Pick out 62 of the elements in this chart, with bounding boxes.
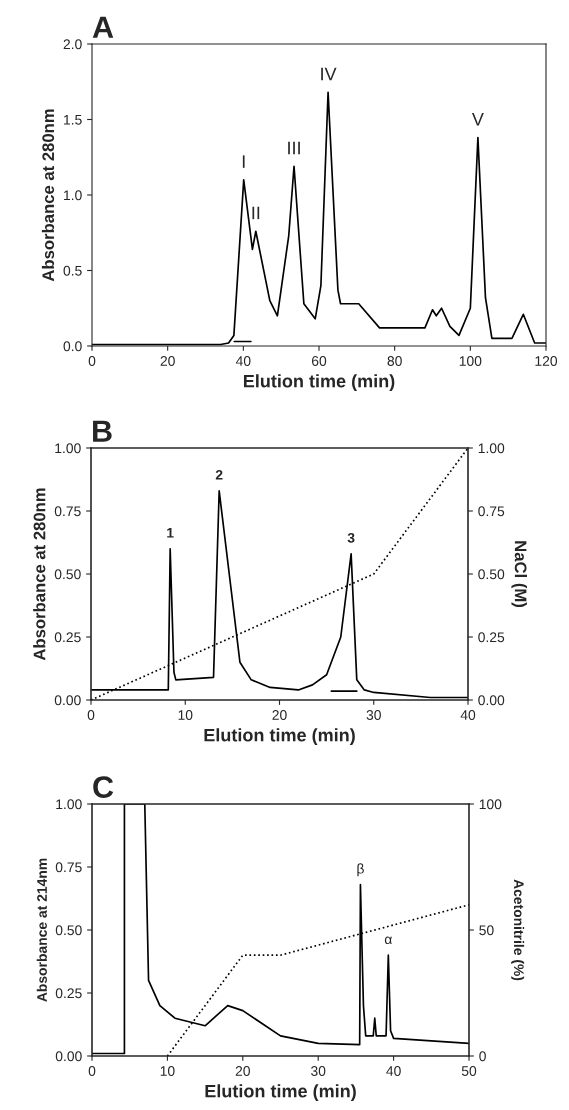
y-tick-label: 2.0 bbox=[63, 39, 82, 50]
y-tick-label: 0.00 bbox=[55, 1051, 82, 1062]
y-tick-label: 0.50 bbox=[54, 569, 81, 580]
y2-tick-label: 0.25 bbox=[478, 632, 505, 643]
y-tick-label: 1.00 bbox=[55, 443, 81, 454]
x-tick-label: 40 bbox=[235, 356, 251, 366]
annotation: IV bbox=[321, 67, 337, 81]
annotation: 3 bbox=[347, 532, 355, 543]
x-tick-label: 10 bbox=[178, 710, 193, 720]
y-tick-label: 0.5 bbox=[63, 265, 82, 276]
x-tick-label: 100 bbox=[459, 356, 482, 366]
y-tick-label: 0.00 bbox=[54, 695, 81, 706]
x-tick-label: 0 bbox=[88, 1066, 96, 1076]
y-axis-title: Absorbance at 280nm bbox=[33, 488, 46, 661]
x-tick-label: 80 bbox=[387, 356, 402, 366]
y-tick-label: 1.5 bbox=[64, 114, 82, 125]
y-axis-title: Absorbance at 214nm bbox=[36, 858, 47, 1002]
y2-tick-label: 0.00 bbox=[478, 695, 505, 706]
annotation: V bbox=[471, 113, 484, 126]
x-tick-label: 120 bbox=[535, 356, 558, 366]
y-tick-label: 0.0 bbox=[63, 341, 82, 352]
x-tick-label: 10 bbox=[160, 1066, 175, 1076]
x-tick-label: 20 bbox=[160, 356, 175, 366]
annotation: β bbox=[357, 863, 364, 877]
chart-title: B bbox=[93, 420, 112, 442]
x-tick-label: 30 bbox=[311, 1066, 326, 1076]
y2-axis-title: NaCl (M) bbox=[511, 541, 527, 607]
chart-title: C bbox=[93, 776, 114, 798]
x-tick-label: 40 bbox=[460, 710, 476, 720]
x-tick-label: 20 bbox=[235, 1066, 250, 1076]
y2-tick-label: 0.50 bbox=[478, 569, 505, 580]
x-axis-title: Elution time (min) bbox=[204, 728, 355, 746]
y2-tick-label: 0 bbox=[479, 1051, 486, 1062]
annotation: 1 bbox=[167, 528, 174, 538]
x-axis-title: Elution time (min) bbox=[243, 374, 395, 392]
chart-title: A bbox=[92, 16, 114, 38]
y-tick-label: 0.25 bbox=[55, 988, 82, 999]
x-tick-label: 20 bbox=[272, 710, 287, 720]
x-tick-label: 0 bbox=[88, 356, 96, 366]
y-tick-label: 1.0 bbox=[64, 190, 82, 201]
x-axis-title: Elution time (min) bbox=[205, 1084, 356, 1102]
x-tick-label: 30 bbox=[366, 710, 381, 720]
y2-tick-label: 100 bbox=[479, 799, 502, 810]
y-tick-label: 1.00 bbox=[56, 799, 82, 810]
y-tick-label: 0.75 bbox=[55, 862, 82, 873]
y2-axis-title: Acetonitrile (%) bbox=[511, 879, 525, 981]
y2-tick-label: 1.00 bbox=[478, 443, 505, 454]
y-tick-label: 0.50 bbox=[55, 925, 82, 936]
x-tick-label: 60 bbox=[311, 356, 327, 366]
annotation: α bbox=[384, 936, 392, 945]
annotation: III bbox=[288, 141, 300, 155]
y-tick-label: 0.25 bbox=[54, 632, 81, 643]
x-tick-label: 50 bbox=[461, 1066, 477, 1076]
x-tick-label: 40 bbox=[386, 1066, 401, 1076]
annotation: II bbox=[252, 206, 260, 220]
y-axis-title: Absorbance at 280nm bbox=[41, 109, 55, 282]
annotation: I bbox=[242, 155, 245, 168]
y2-tick-label: 0.75 bbox=[478, 506, 505, 517]
x-tick-label: 0 bbox=[87, 710, 95, 720]
annotation: 2 bbox=[215, 469, 223, 480]
y2-tick-label: 50 bbox=[479, 925, 494, 936]
y-tick-label: 0.75 bbox=[54, 506, 81, 517]
